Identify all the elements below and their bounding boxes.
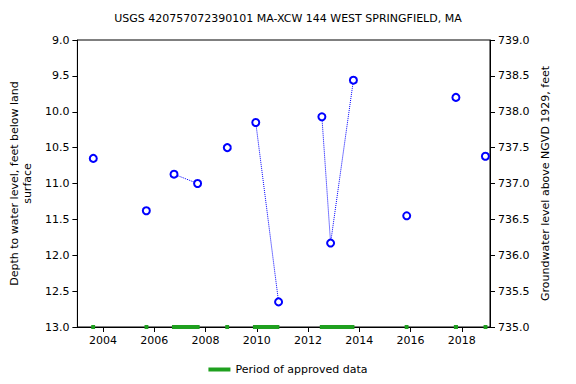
- svg-text:12.5: 12.5: [45, 285, 70, 298]
- svg-text:Period of approved data: Period of approved data: [235, 363, 367, 376]
- svg-text:736.5: 736.5: [498, 213, 530, 226]
- svg-text:737.5: 737.5: [498, 141, 530, 154]
- svg-text:2016: 2016: [397, 334, 425, 347]
- svg-text:738.0: 738.0: [498, 105, 530, 118]
- svg-text:735.0: 735.0: [498, 321, 530, 334]
- svg-text:11.0: 11.0: [45, 177, 70, 190]
- svg-text:10.0: 10.0: [45, 105, 70, 118]
- svg-text:2012: 2012: [294, 334, 322, 347]
- svg-text:737.0: 737.0: [498, 177, 530, 190]
- svg-text:9.5: 9.5: [52, 69, 70, 82]
- svg-text:Groundwater level above NGVD 1: Groundwater level above NGVD 1929, feet: [539, 65, 552, 301]
- svg-text:739.0: 739.0: [498, 34, 530, 47]
- svg-text:2006: 2006: [140, 334, 168, 347]
- svg-text:11.5: 11.5: [45, 213, 70, 226]
- svg-text:2010: 2010: [243, 334, 271, 347]
- svg-text:9.0: 9.0: [52, 34, 70, 47]
- svg-text:738.5: 738.5: [498, 69, 530, 82]
- svg-text:736.0: 736.0: [498, 249, 530, 262]
- svg-text:2018: 2018: [448, 334, 476, 347]
- svg-text:2004: 2004: [89, 334, 117, 347]
- svg-text:2014: 2014: [345, 334, 373, 347]
- svg-text:10.5: 10.5: [45, 141, 70, 154]
- svg-text:13.0: 13.0: [45, 321, 70, 334]
- svg-text:735.5: 735.5: [498, 285, 530, 298]
- svg-text:USGS 420757072390101 MA-XCW 14: USGS 420757072390101 MA-XCW 144 WEST SPR…: [114, 12, 462, 25]
- svg-text:2008: 2008: [192, 334, 220, 347]
- svg-text:Depth to water level, feet bel: Depth to water level, feet below land: [8, 81, 21, 286]
- svg-text:surface: surface: [21, 163, 34, 204]
- svg-text:12.0: 12.0: [45, 249, 70, 262]
